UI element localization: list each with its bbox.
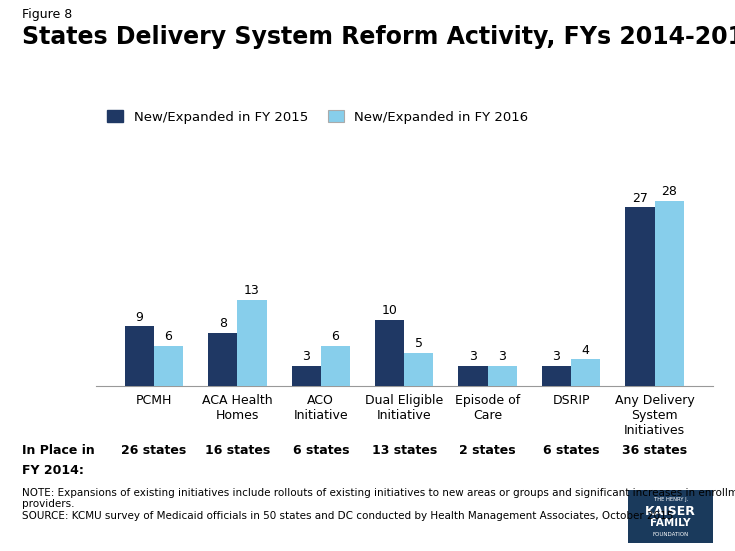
Text: NOTE: Expansions of existing initiatives include rollouts of existing initiative: NOTE: Expansions of existing initiatives… — [22, 488, 735, 521]
Bar — [208, 333, 237, 386]
Text: 16 states: 16 states — [205, 444, 270, 457]
Text: 2 states: 2 states — [459, 444, 516, 457]
Text: 26 states: 26 states — [121, 444, 187, 457]
Text: Figure 8: Figure 8 — [22, 8, 72, 21]
Bar — [571, 359, 600, 386]
Text: KAISER: KAISER — [645, 505, 696, 518]
Text: 3: 3 — [302, 350, 310, 363]
Bar — [237, 300, 267, 386]
Text: 13 states: 13 states — [372, 444, 437, 457]
Bar — [375, 320, 404, 386]
Text: 3: 3 — [498, 350, 506, 363]
Text: FOUNDATION: FOUNDATION — [653, 532, 689, 537]
Text: 6 states: 6 states — [293, 444, 349, 457]
Bar — [320, 346, 350, 386]
Text: 6: 6 — [331, 331, 340, 343]
Text: States Delivery System Reform Activity, FYs 2014-2016: States Delivery System Reform Activity, … — [22, 25, 735, 49]
Text: 3: 3 — [469, 350, 477, 363]
Text: 27: 27 — [632, 192, 648, 204]
Text: In Place in: In Place in — [22, 444, 95, 457]
Bar — [292, 366, 320, 386]
Text: 9: 9 — [135, 311, 143, 323]
Text: 6: 6 — [165, 331, 173, 343]
Bar — [542, 366, 571, 386]
Text: THE HENRY J.: THE HENRY J. — [653, 498, 688, 503]
Text: FAMILY: FAMILY — [650, 518, 691, 528]
Text: 28: 28 — [662, 185, 677, 198]
Bar — [125, 326, 154, 386]
Text: 6 states: 6 states — [543, 444, 599, 457]
Legend: New/Expanded in FY 2015, New/Expanded in FY 2016: New/Expanded in FY 2015, New/Expanded in… — [102, 105, 534, 129]
Text: FY 2014:: FY 2014: — [22, 464, 84, 478]
Bar — [488, 366, 517, 386]
Text: 36 states: 36 states — [622, 444, 687, 457]
Text: 10: 10 — [381, 304, 398, 317]
Bar — [655, 201, 684, 386]
Text: 8: 8 — [219, 317, 227, 330]
Text: 4: 4 — [582, 344, 589, 356]
Bar — [404, 353, 434, 386]
Bar — [459, 366, 488, 386]
Text: 5: 5 — [415, 337, 423, 350]
Text: 13: 13 — [244, 284, 260, 297]
Bar — [154, 346, 183, 386]
Bar — [625, 207, 655, 386]
Text: 3: 3 — [553, 350, 561, 363]
